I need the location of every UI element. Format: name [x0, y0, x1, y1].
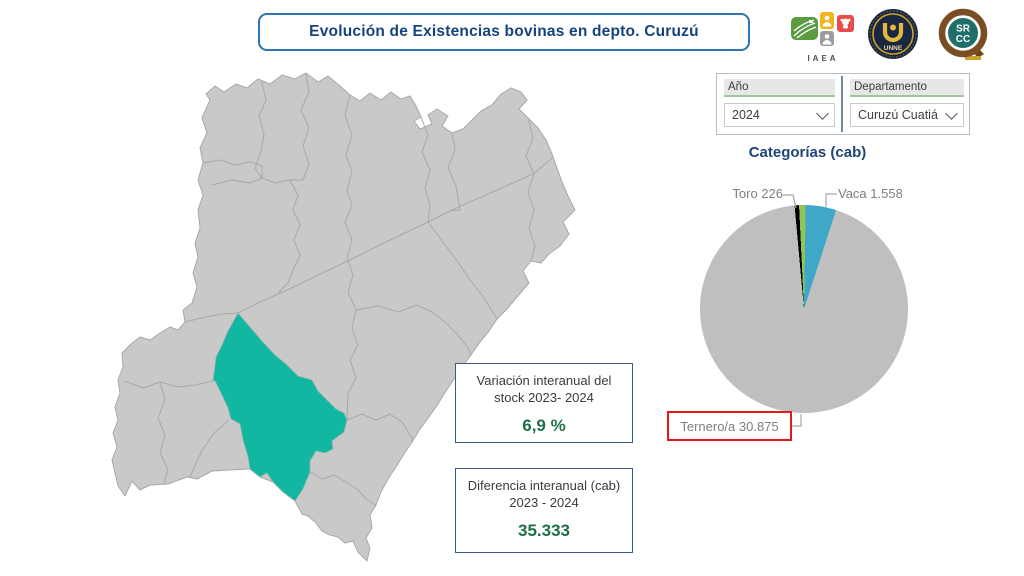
map-dept-boundary: [289, 73, 310, 181]
u-dot: [890, 24, 896, 31]
map-dept-boundary: [420, 116, 431, 223]
seal-circle: [868, 9, 918, 59]
person-head-icon: [824, 15, 830, 21]
cow-muzzle-icon: [843, 25, 848, 29]
difference-card-title-line1: Diferencia interanual (cab): [467, 478, 621, 493]
map-dept-boundary: [355, 304, 472, 356]
srcc-logo-text-bottom: CC: [956, 34, 970, 45]
iaea-logo-icons: [791, 12, 854, 46]
cow-ear-icon: [847, 18, 851, 22]
page-title: Evolución de Existencias bovinas en dept…: [309, 23, 699, 40]
person-head-icon: [824, 34, 830, 39]
map-dept-boundary: [189, 420, 229, 478]
person-body-icon: [822, 40, 832, 45]
difference-card-title-line2: 2023 - 2024: [509, 495, 579, 510]
unne-logo-seal: UNNE: [868, 9, 918, 59]
chart-title: Categorías (cab): [748, 144, 867, 161]
department-dropdown-value: Curuzú Cuatiá: [858, 108, 938, 122]
map-dept-boundary: [184, 312, 239, 323]
variation-card-value: 6,9 %: [522, 416, 566, 435]
year-dropdown[interactable]: 2024: [724, 103, 835, 127]
map-dept-boundary: [202, 159, 263, 179]
department-slicer-header: Departamento: [850, 79, 964, 97]
map-dept-boundary: [254, 81, 267, 179]
map-dept-boundary: [157, 381, 169, 484]
pie-label-ternero-highlighted: Ternero/a 30.875: [667, 411, 792, 441]
variation-card-title-line1: Variación interanual del: [476, 373, 612, 388]
difference-card-value: 35.333: [518, 521, 570, 540]
pie-label-toro: Toro 226: [732, 186, 783, 201]
cow-head-icon: [842, 18, 849, 26]
map-dept-boundary: [278, 179, 301, 293]
year-dropdown-value: 2024: [732, 108, 760, 122]
variation-card: Variación interanual del stock 2023- 202…: [455, 363, 633, 443]
difference-card: Diferencia interanual (cab) 2023 - 2024 …: [455, 468, 633, 553]
pie-chart[interactable]: [700, 205, 908, 413]
furrow-line-icon: [793, 22, 816, 37]
srcc-logo-text-top: SR: [956, 24, 971, 35]
gold-bar: [965, 56, 981, 60]
tractor-icon: [809, 20, 813, 23]
map-highlight-curuzu-cuatia[interactable]: [212, 312, 348, 502]
department-slicer: Departamento Curuzú Cuatiá: [850, 79, 964, 127]
map-dept-boundary: [237, 157, 553, 314]
map-dept-boundary: [346, 413, 413, 443]
variation-card-title-line2: stock 2023- 2024: [494, 390, 594, 405]
pie-label-ternero-text: Ternero/a 30.875: [680, 418, 779, 434]
u-glyph: [882, 23, 904, 43]
map-dept-boundary: [344, 94, 359, 421]
seal-gold-ring: [872, 13, 914, 55]
year-slicer-header: Año: [724, 79, 835, 97]
year-slicer: Año 2024: [724, 79, 835, 127]
map-dept-boundary: [124, 380, 214, 389]
page-title-box: Evolución de Existencias bovinas en dept…: [258, 13, 750, 51]
srcc-logo: SR CC: [936, 8, 992, 67]
furrow-line-icon: [796, 26, 817, 39]
unne-logo-text: UNNE: [884, 45, 903, 52]
map-dept-boundary: [525, 117, 536, 262]
seal-ring-text: [869, 10, 917, 58]
iaea-logo: IAEA: [789, 12, 857, 63]
filters-panel: Año 2024 Departamento Curuzú Cuatiá: [716, 73, 970, 135]
teal-disc: [948, 18, 978, 48]
cow-ear-icon: [840, 18, 844, 22]
map-dept-boundary: [447, 132, 461, 212]
iaea-logo-text: IAEA: [807, 54, 839, 63]
person-body-icon: [822, 22, 832, 27]
pie-label-vaca: Vaca 1.558: [838, 186, 903, 201]
map-dept-boundary: [427, 221, 498, 320]
map-dept-boundary: [211, 177, 291, 186]
map-dept-boundary: [309, 471, 377, 506]
srcc-logo-seal: SR CC: [938, 8, 988, 60]
slicer-divider: [841, 76, 843, 132]
unne-logo: UNNE: [866, 8, 920, 67]
department-dropdown[interactable]: Curuzú Cuatiá: [850, 103, 964, 127]
